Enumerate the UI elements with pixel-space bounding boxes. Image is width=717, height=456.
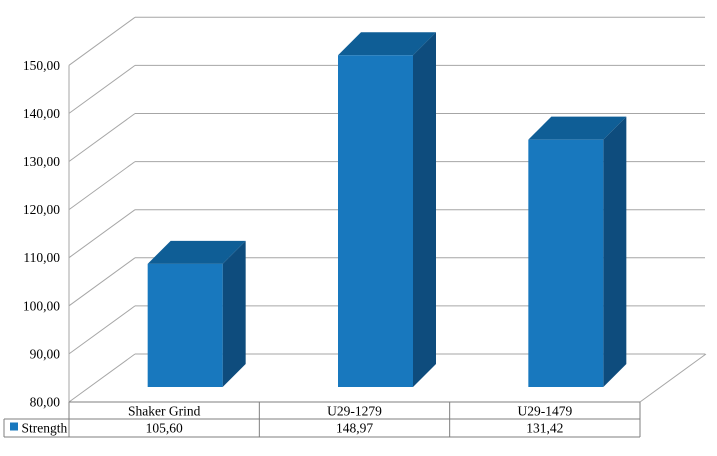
table-category-cell-0: Shaker Grind [128, 404, 201, 419]
bar-front-face-2 [528, 139, 604, 387]
gridline-side-130 [68, 113, 136, 162]
gridline-side-110 [68, 209, 136, 259]
ytick-label-80: 80,00 [30, 395, 61, 410]
gridline-side-80 [68, 353, 136, 403]
bar-top-face-0 [147, 240, 246, 264]
legend-swatch-icon [10, 422, 18, 431]
ytick-label-100: 100,00 [23, 298, 60, 313]
legend-label: Strength [22, 421, 68, 436]
ytick-label-140: 140,00 [23, 106, 60, 121]
table-category-cell-1: U29-1279 [327, 404, 382, 419]
bar-front-face-0 [147, 263, 223, 387]
bar-side-face-1 [413, 32, 436, 387]
gridline-side-140 [68, 64, 136, 114]
ytick-label-110: 110,00 [23, 250, 60, 265]
gridline-side-120 [68, 161, 136, 211]
gridline-side-100 [68, 257, 136, 307]
gridline-side-90 [68, 305, 136, 355]
table-category-cell-2: U29-1479 [517, 404, 572, 419]
table-value-cell-2: 131,42 [526, 421, 563, 436]
table-value-cell-1: 148,97 [336, 421, 373, 436]
table-value-cell-0: 105,60 [146, 421, 183, 436]
ytick-label-130: 130,00 [23, 154, 60, 169]
bar-side-face-0 [222, 240, 246, 387]
ytick-label-90: 90,00 [30, 346, 61, 361]
ytick-label-120: 120,00 [23, 202, 60, 217]
gridline-side-150 [68, 16, 136, 66]
bar-top-face-2 [528, 116, 627, 140]
ytick-label-150: 150,00 [23, 58, 60, 73]
floor-right-edge [639, 353, 707, 403]
bar-top-face-1 [338, 32, 436, 56]
bar-front-face-1 [338, 55, 413, 387]
bar-side-face-2 [603, 116, 627, 387]
